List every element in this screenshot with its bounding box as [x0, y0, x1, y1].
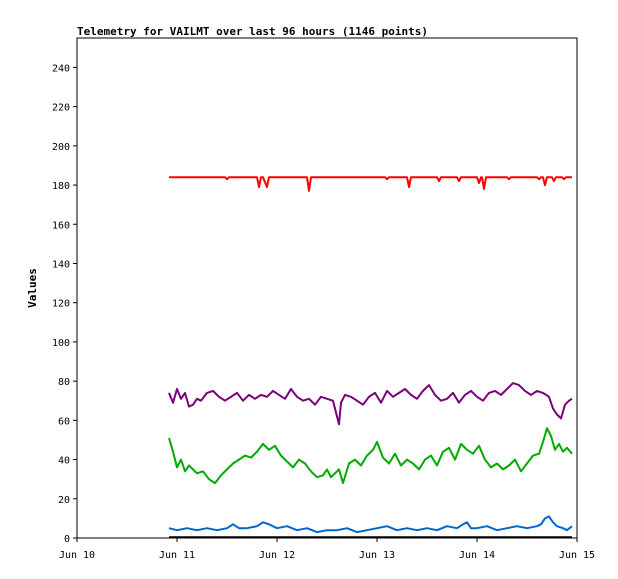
y-tick-label: 200 [52, 142, 70, 153]
y-axis-ticks: 0 20 40 60 80 100 120 140 160 180 200 220 240 [52, 63, 77, 545]
x-tick-label: Jun 12 [259, 550, 295, 561]
series-line-0 [169, 176, 572, 192]
y-tick-label: 220 [52, 103, 70, 114]
series-line-1 [168, 382, 573, 426]
data-series [168, 176, 573, 539]
series-line-2 [168, 427, 573, 485]
plot-frame [76, 37, 578, 539]
y-tick-label: 40 [58, 456, 70, 467]
x-axis-ticks: Jun 10 Jun 11 Jun 12 Jun 13 Jun 14 Jun 15 [59, 538, 595, 561]
y-tick-label: 120 [52, 299, 70, 310]
y-tick-label: 0 [64, 534, 70, 545]
y-tick-label: 20 [58, 495, 70, 506]
y-tick-label: 140 [52, 259, 70, 270]
y-tick-label: 160 [52, 220, 70, 231]
y-tick-label: 80 [58, 377, 70, 388]
x-tick-label: Jun 11 [159, 550, 195, 561]
series-line-3 [168, 515, 573, 534]
x-tick-label: Jun 15 [559, 550, 595, 561]
y-tick-label: 240 [52, 63, 70, 74]
y-tick-label: 180 [52, 181, 70, 192]
chart-title: Telemetry for VAILMT over last 96 hours … [77, 25, 428, 38]
y-axis-label: Values [26, 268, 39, 308]
x-tick-label: Jun 10 [59, 550, 95, 561]
x-tick-label: Jun 13 [359, 550, 395, 561]
y-tick-label: 100 [52, 338, 70, 349]
y-tick-label: 60 [58, 416, 70, 427]
x-tick-label: Jun 14 [459, 550, 495, 561]
